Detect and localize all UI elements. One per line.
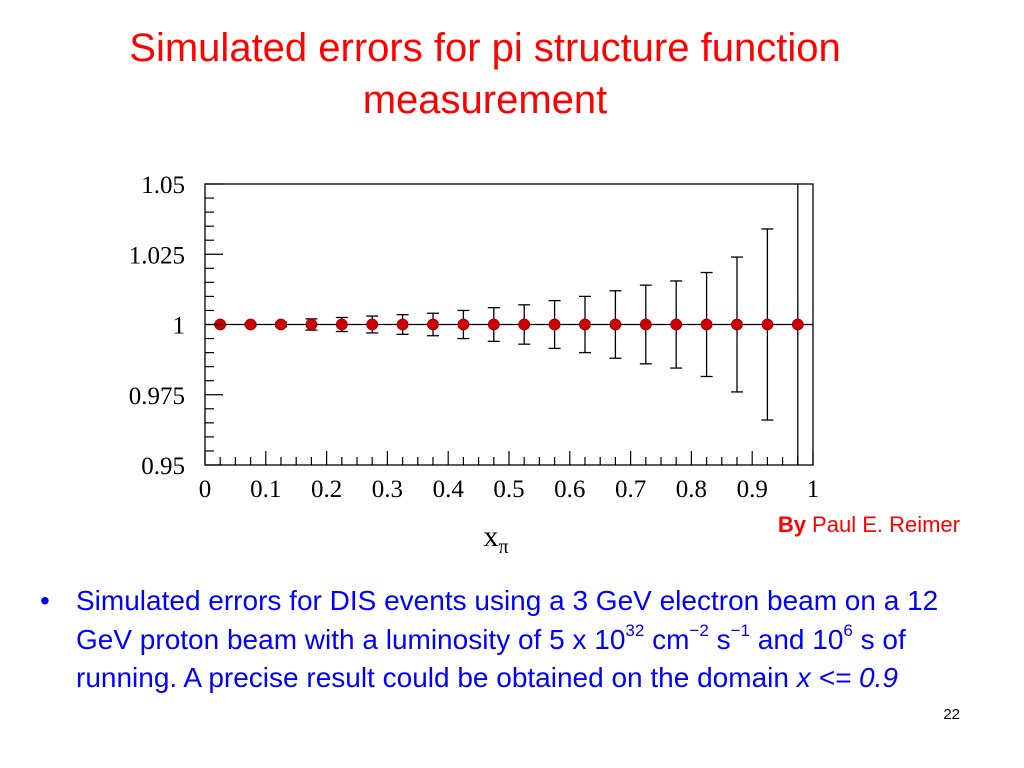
data-point xyxy=(396,318,409,331)
exponent-6: 6 xyxy=(843,621,853,641)
domain-condition: x <= 0.9 xyxy=(796,662,898,693)
y-tick-label: 1.025 xyxy=(129,242,185,269)
data-point xyxy=(275,318,287,331)
x-tick-label: 0.7 xyxy=(615,476,646,503)
page-number: 22 xyxy=(943,706,960,723)
x-tick-label: 0.1 xyxy=(250,476,281,503)
bullet-list: • Simulated errors for DIS events using a… xyxy=(40,582,990,698)
credit-author-name: Paul E. Reimer xyxy=(805,512,960,537)
bullet-text-part-2: cm xyxy=(644,623,690,655)
data-point xyxy=(731,318,743,331)
data-point xyxy=(700,318,713,331)
y-tick-label: 1 xyxy=(173,313,186,340)
data-point xyxy=(487,318,500,331)
data-point xyxy=(366,318,379,331)
x-tick-label: 0.5 xyxy=(493,476,524,503)
marker-layer xyxy=(214,318,804,331)
data-point xyxy=(457,318,470,331)
bullet-text-part-4: and 10 xyxy=(749,623,844,655)
data-point xyxy=(579,318,591,331)
data-point xyxy=(335,318,348,331)
x-tick-label: 0.4 xyxy=(433,476,465,503)
bullet-text-part-3: s xyxy=(708,623,731,655)
data-point xyxy=(427,318,439,331)
credit-by-label: By xyxy=(777,512,806,537)
y-tick-layer: 1.05 1.025 1 0.975 0.95 xyxy=(129,172,223,480)
slide-title-line-1: Simulated errors for pi structure functi… xyxy=(129,26,841,70)
y-tick-label: 1.05 xyxy=(141,172,185,199)
data-point xyxy=(670,318,683,331)
x-tick-label: 0.3 xyxy=(372,476,403,503)
x-tick-layer: 0 0.1 0.2 0.3 0.4 0.5 0.6 0.7 0.8 0.9 1 xyxy=(199,451,820,503)
x-axis-title: xπ xyxy=(483,520,508,558)
y-tick-label: 0.975 xyxy=(129,383,185,410)
data-point xyxy=(548,318,561,331)
bullet-text-part-5: s of running. A precise result could be … xyxy=(76,623,906,694)
x-tick-label: 0.8 xyxy=(676,476,707,503)
y-tick-label: 0.95 xyxy=(141,453,185,480)
bullet-icon: • xyxy=(40,585,50,616)
slide-title-line-2: measurement xyxy=(362,78,608,122)
bullet-item: • Simulated errors for DIS events using a… xyxy=(40,582,990,698)
slide-title: Simulated errors for pi structure functi… xyxy=(40,22,930,126)
data-point xyxy=(761,318,774,331)
author-credit: By Paul E. Reimer xyxy=(690,512,960,538)
x-tick-label: 0.9 xyxy=(737,476,768,503)
data-point xyxy=(244,318,257,331)
x-tick-label: 0 xyxy=(199,476,212,503)
data-point xyxy=(639,318,652,331)
data-point xyxy=(518,318,531,331)
x-axis-title-main: x xyxy=(483,520,498,553)
data-point xyxy=(609,318,622,331)
data-point xyxy=(305,318,318,331)
exponent-minus-2: −2 xyxy=(689,621,709,641)
x-tick-label: 1 xyxy=(807,476,820,503)
x-tick-label: 0.2 xyxy=(311,476,342,503)
data-point xyxy=(791,318,804,331)
exponent-32: 32 xyxy=(625,621,645,641)
x-tick-label: 0.6 xyxy=(554,476,585,503)
x-axis-title-subscript: π xyxy=(498,536,508,558)
bullet-text-part-1: Simulated errors for DIS events using a … xyxy=(76,585,939,655)
exponent-minus-1: −1 xyxy=(730,621,750,641)
